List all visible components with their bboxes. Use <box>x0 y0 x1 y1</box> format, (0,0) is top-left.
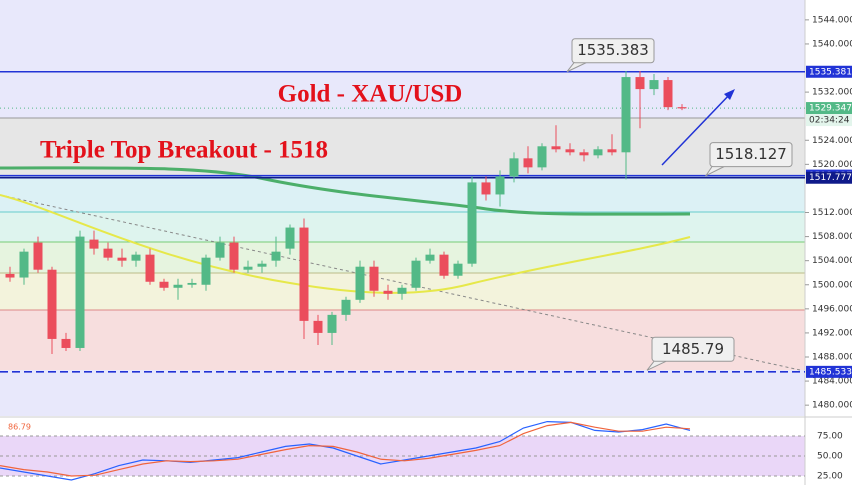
candle-body <box>467 182 477 264</box>
countdown-label: 02:34:24 <box>809 116 850 126</box>
candle-body <box>411 260 421 288</box>
price-tag-label: 1535.381 <box>809 67 852 77</box>
price-tag-label: 1485.533 <box>809 367 852 377</box>
candle-body <box>103 248 113 258</box>
price-tag <box>806 365 852 378</box>
price-tag-label: 1529.347 <box>809 104 852 114</box>
y-tick-label: 1492.000 <box>812 328 852 338</box>
candle-body <box>89 239 99 249</box>
callout-box <box>709 142 793 168</box>
candle-body <box>565 149 575 153</box>
candle-body <box>285 227 295 249</box>
stoch-legend: 86.79 <box>8 423 31 432</box>
y-tick-label: 1508.000 <box>812 232 852 242</box>
callout-label: 1535.383 <box>577 41 649 59</box>
candle-body <box>607 149 617 153</box>
y-tick-label: 1512.000 <box>812 208 852 218</box>
candle-body <box>299 227 309 321</box>
callout-pointer <box>704 166 725 177</box>
candle-body <box>551 146 561 150</box>
candle-body <box>145 254 155 282</box>
candle-body <box>47 269 57 339</box>
candle-body <box>523 158 533 168</box>
y-tick-label: 1540.000 <box>812 39 852 49</box>
candle-body <box>397 287 407 294</box>
y-tick-label: 25.00 <box>817 472 843 482</box>
candle-body <box>187 282 197 285</box>
candle-body <box>663 80 673 108</box>
candle-body <box>369 266 379 291</box>
plot: 1544.000 1540.000 1532.000 1524.000 1520.000… <box>0 15 852 482</box>
y-tick-label: 1524.000 <box>812 136 852 146</box>
candle-body <box>75 236 85 348</box>
callout-label: 1485.79 <box>662 340 724 358</box>
callout-box <box>571 38 655 64</box>
candle-body <box>131 254 141 261</box>
candle-body <box>117 257 127 261</box>
y-tick-label: 1500.000 <box>812 280 852 290</box>
y-tick-label: 50.00 <box>817 452 843 462</box>
candle-body <box>33 242 43 270</box>
y-tick-label: 1520.000 <box>812 160 852 170</box>
candle-body <box>635 77 645 90</box>
price-tag <box>806 171 852 184</box>
y-tick-label: 1488.000 <box>812 353 852 363</box>
stoch-line <box>0 421 691 477</box>
candle-body <box>509 158 519 177</box>
candle-body <box>257 263 267 267</box>
y-tick-label: 1496.000 <box>812 304 852 314</box>
candle-body <box>271 251 281 261</box>
y-tick-label: 1480.000 <box>812 401 852 411</box>
candle-body <box>439 254 449 276</box>
candle-body <box>425 254 435 261</box>
y-tick-label: 1544.000 <box>812 15 852 25</box>
candle-body <box>61 338 71 348</box>
candle-body <box>5 273 15 278</box>
candle-body <box>593 149 603 156</box>
candle-body <box>677 107 687 109</box>
y-tick-label: 1484.000 <box>812 377 852 387</box>
callout-box <box>651 336 735 362</box>
callout-pointer <box>646 360 667 371</box>
trend-line <box>0 194 801 371</box>
candle-body <box>229 242 239 270</box>
y-tick-label: 1504.000 <box>812 256 852 266</box>
callout-label: 1518.127 <box>715 145 787 163</box>
candle-body <box>215 242 225 258</box>
callout-pointer <box>566 62 587 73</box>
chart-title: Gold - XAU/USD <box>278 81 463 108</box>
candle-body <box>173 284 183 288</box>
candle-body <box>453 263 463 276</box>
candle-body <box>243 266 253 270</box>
candle-body <box>327 314 337 333</box>
candle-body <box>621 77 631 153</box>
ma-long <box>0 166 691 216</box>
candle-body <box>159 281 169 288</box>
y-tick-label: 75.00 <box>817 432 843 442</box>
y-tick-label: 1532.000 <box>812 88 852 98</box>
candle-body <box>481 182 491 195</box>
price-tag <box>806 102 852 115</box>
price-tag-label: 1517.777 <box>809 173 852 183</box>
arrow <box>661 89 735 166</box>
candle-body <box>313 320 323 333</box>
candle-body <box>495 176 505 195</box>
candle-body <box>537 146 547 168</box>
candle-body <box>341 299 351 315</box>
candle-body <box>355 266 365 300</box>
candle-body <box>201 257 211 285</box>
candle-body <box>649 80 659 90</box>
countdown-tag <box>806 114 852 127</box>
annotation: Triple Top Breakout - 1518 <box>40 137 328 164</box>
price-tag <box>806 65 852 78</box>
candle-body <box>383 290 393 294</box>
candle-body <box>19 251 29 278</box>
candle-body <box>579 152 589 156</box>
